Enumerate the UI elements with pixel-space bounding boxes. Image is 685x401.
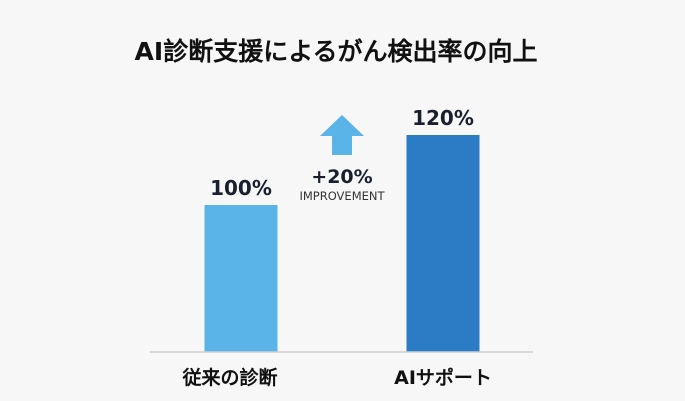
up-arrow-icon bbox=[320, 115, 364, 155]
category-label: AIサポート bbox=[394, 366, 492, 389]
improvement-value: +20% bbox=[311, 166, 372, 188]
category-label: 従来の診断 bbox=[181, 366, 277, 389]
data-label: 120% bbox=[412, 106, 474, 130]
bar-0 bbox=[204, 205, 278, 352]
bar-1 bbox=[406, 135, 480, 352]
data-label: 100% bbox=[210, 176, 272, 200]
chart-title: AI診断支援によるがん検出率の向上 bbox=[135, 37, 538, 66]
improvement-label: IMPROVEMENT bbox=[299, 189, 385, 203]
